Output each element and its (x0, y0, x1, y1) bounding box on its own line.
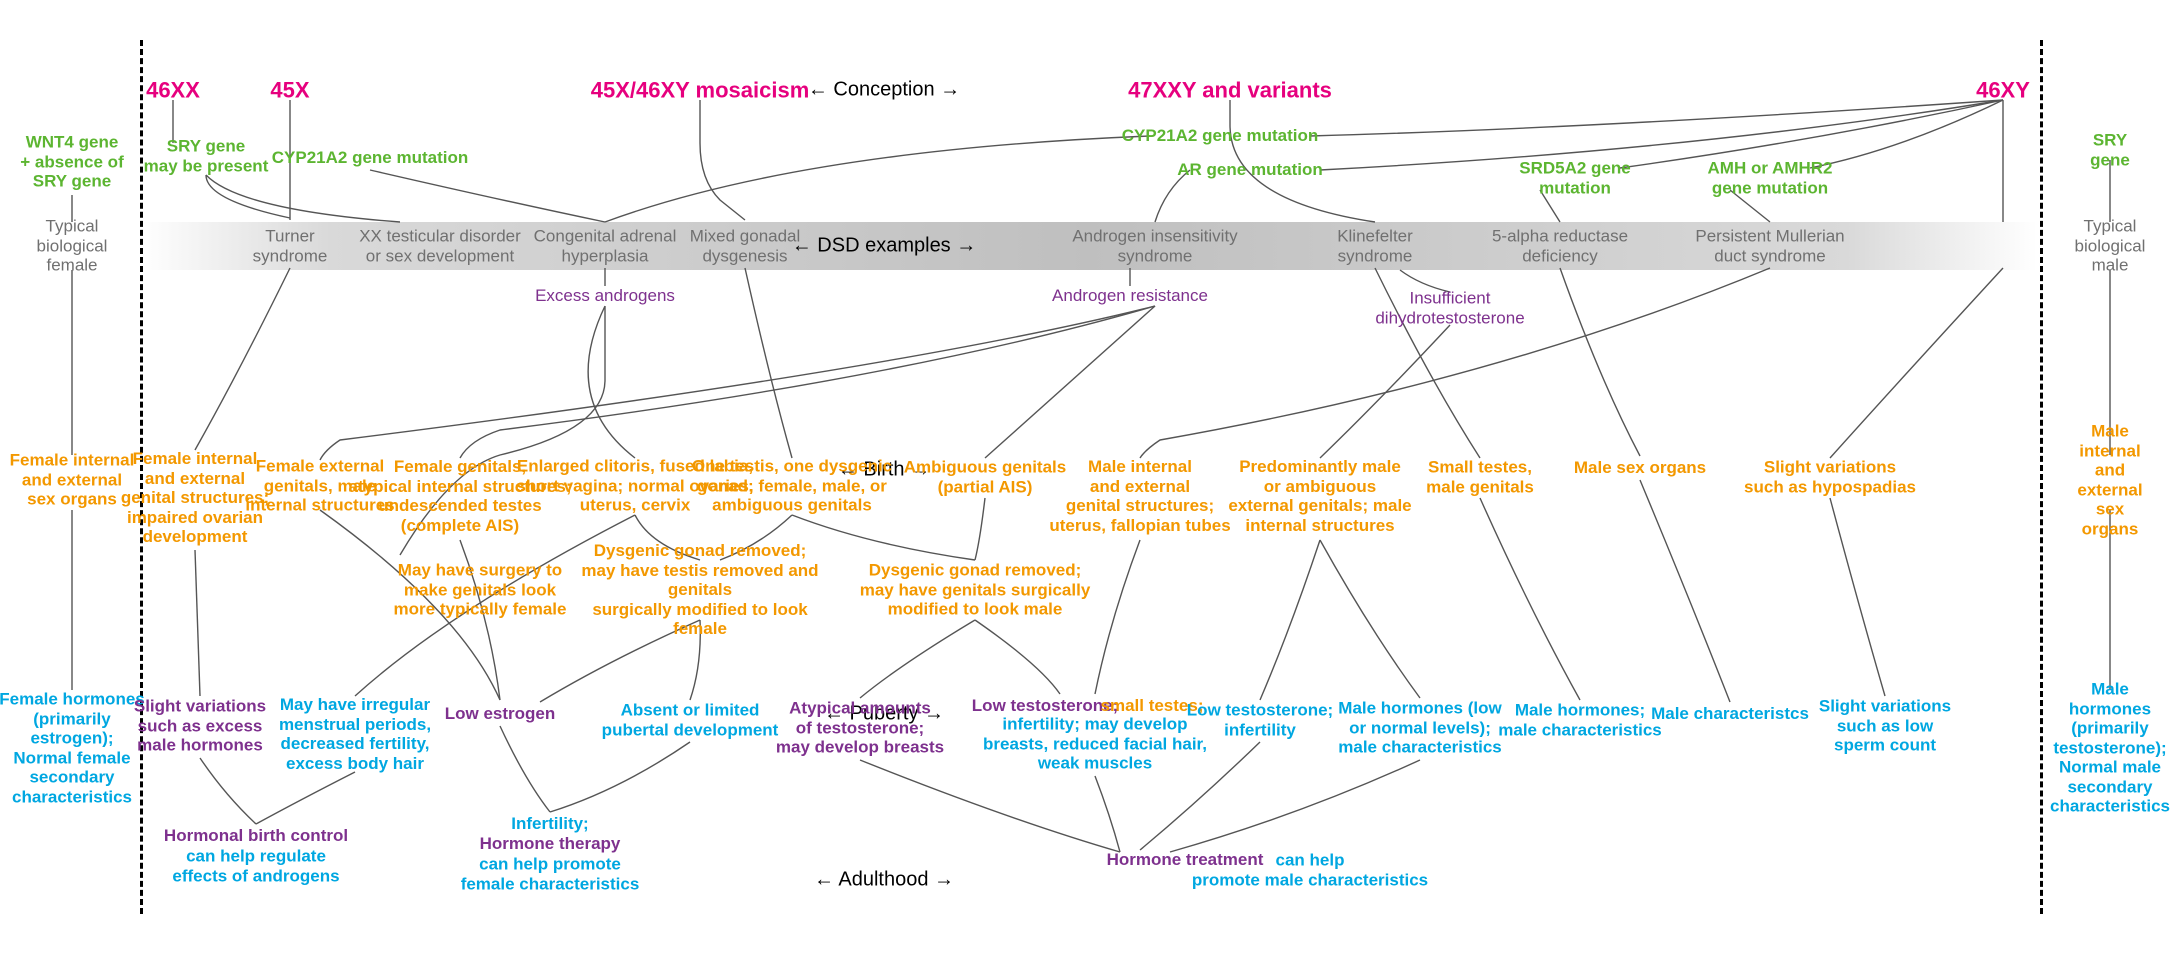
node-typF: Typicalbiologicalfemale (37, 217, 108, 276)
node-insuffdht: Insufficientdihydrotestosterone (1375, 288, 1524, 327)
node-argene: AR gene mutation (1177, 160, 1322, 180)
node-k46xx: 46XX (146, 77, 200, 102)
node-p3: Low estrogen (445, 704, 556, 724)
connector-53 (1095, 776, 1120, 852)
node-p4: Absent or limitedpubertal development (602, 700, 779, 739)
node-amh: AMH or AMHR2gene mutation (1708, 158, 1833, 197)
node-removeM: Dysgenic gonad removed;may have genitals… (860, 561, 1091, 620)
connector-41 (1260, 540, 1320, 700)
connector-39 (860, 620, 975, 698)
node-b7: Male internaland externalgenital structu… (1049, 457, 1230, 535)
connector-19 (460, 306, 1155, 458)
node-sryR: SRY gene (2077, 130, 2144, 169)
stage-adulthood: ← Adulthood → (814, 869, 954, 892)
node-p7: Low testosterone;infertility (1187, 700, 1333, 739)
node-pmds: Persistent Mullerianduct syndrome (1695, 226, 1844, 265)
connector-50 (500, 726, 550, 812)
diagram-stage: ← Conception →← DSD examples →← Birth →←… (0, 0, 2177, 954)
node-p9: Male hormones;male characteristics (1498, 700, 1662, 739)
node-andres: Androgen resistance (1052, 286, 1208, 306)
connector-55 (1170, 760, 1420, 852)
node-p1: Slight variationssuch as excessmale horm… (134, 697, 266, 756)
node-xxtest: XX testicular disorderor sex development (359, 226, 521, 265)
connector-52 (860, 760, 1120, 852)
connector-32 (975, 498, 985, 560)
node-fOrgans: Female internaland externalsex organs (10, 451, 135, 510)
node-p2: May have irregularmenstrual periods,decr… (279, 695, 431, 773)
node-b9: Small testes,male genitals (1426, 457, 1534, 496)
node-removeF: Dysgenic gonad removed;may have testis r… (570, 541, 830, 639)
connector-22 (985, 306, 1155, 458)
node-a2b: Hormone therapy (480, 834, 621, 854)
node-p11: Slight variationssuch as lowsperm count (1819, 697, 1951, 756)
node-mgd: Mixed gonadaldysgenesis (690, 226, 801, 265)
node-b5: One testis, one dysgenicgonad; female, m… (692, 457, 892, 516)
node-p6a: Low testosterone; (972, 696, 1118, 716)
connector-49 (256, 772, 355, 824)
node-p10: Male characteristcs (1651, 704, 1809, 724)
dashed-separator-1 (2040, 40, 2043, 914)
stage-conception: ← Conception → (808, 79, 960, 102)
connector-2 (700, 100, 745, 220)
node-a1a: Hormonal birth control (164, 826, 348, 846)
node-kmos: 45X/46XY mosaicism (591, 77, 810, 102)
node-b10: Male sex organs (1574, 458, 1706, 478)
node-cyp2: CYP21A2 gene mutation (1122, 126, 1319, 146)
node-ais: Androgen insensitivitysyndrome (1072, 226, 1237, 265)
connector-6 (370, 170, 605, 222)
connector-44 (1640, 480, 1730, 702)
node-klein: Klinefeltersyndrome (1337, 226, 1413, 265)
connector-27 (1830, 268, 2003, 458)
node-b6: Ambiguous genitals(partial AIS) (904, 457, 1066, 496)
connector-26 (1560, 268, 1640, 456)
node-sry_maybe: SRY genemay be present (144, 136, 269, 175)
node-cah: Congenital adrenalhyperplasia (534, 226, 677, 265)
node-p5: Atypical amountsof testosterone;may deve… (776, 699, 944, 758)
node-k46xy: 46XY (1976, 77, 2030, 102)
node-srd5a2: SRD5A2 genemutation (1519, 158, 1630, 197)
node-fivealpha: 5-alpha reductasedeficiency (1492, 226, 1628, 265)
connector-43 (1480, 498, 1580, 700)
node-a1b: can help regulateeffects of androgens (172, 846, 339, 885)
connector-21 (745, 268, 792, 458)
connector-48 (200, 758, 256, 824)
node-b11: Slight variationssuch as hypospadias (1744, 457, 1916, 496)
connector-45 (1830, 498, 1885, 696)
node-surgF: May have surgery tomake genitals lookmor… (394, 561, 567, 620)
node-pM: Male hormones(primarilytestosterone);Nor… (2050, 680, 2170, 817)
connector-51 (550, 742, 690, 812)
stage-dsd: ← DSD examples → (792, 235, 977, 258)
connector-46 (1095, 540, 1140, 694)
connector-5 (206, 175, 400, 222)
node-mOrgans: Male internaland externalsex organs (2077, 421, 2144, 538)
connector-24 (1320, 325, 1450, 458)
node-typM: Typicalbiologicalmale (2075, 217, 2146, 276)
node-wnt4: WNT4 gene+ absence ofSRY gene (20, 133, 123, 192)
node-k45x: 45X (270, 77, 309, 102)
node-pF: Female hormones(primarilyestrogen);Norma… (0, 689, 145, 806)
node-exandro: Excess androgens (535, 286, 675, 306)
connector-40 (975, 620, 1060, 694)
node-p8: Male hormones (lowor normal levels);male… (1338, 699, 1502, 758)
connector-20 (320, 306, 1155, 460)
node-b8: Predominantly maleor ambiguousexternal g… (1228, 457, 1411, 535)
connector-17 (195, 268, 290, 450)
node-a2c: can help promotefemale characteristics (461, 854, 640, 893)
node-cyp1: CYP21A2 gene mutation (272, 148, 469, 168)
node-turner: Turnersyndrome (253, 226, 328, 265)
node-a2a: Infertility; (511, 814, 588, 834)
connector-34 (195, 550, 200, 696)
node-k47xxy: 47XXY and variants (1128, 77, 1332, 102)
node-p6c: infertility; may developbreasts, reduced… (983, 715, 1207, 774)
node-a3b: can helppromote male characteristics (1192, 850, 1428, 889)
connector-42 (1320, 540, 1420, 698)
